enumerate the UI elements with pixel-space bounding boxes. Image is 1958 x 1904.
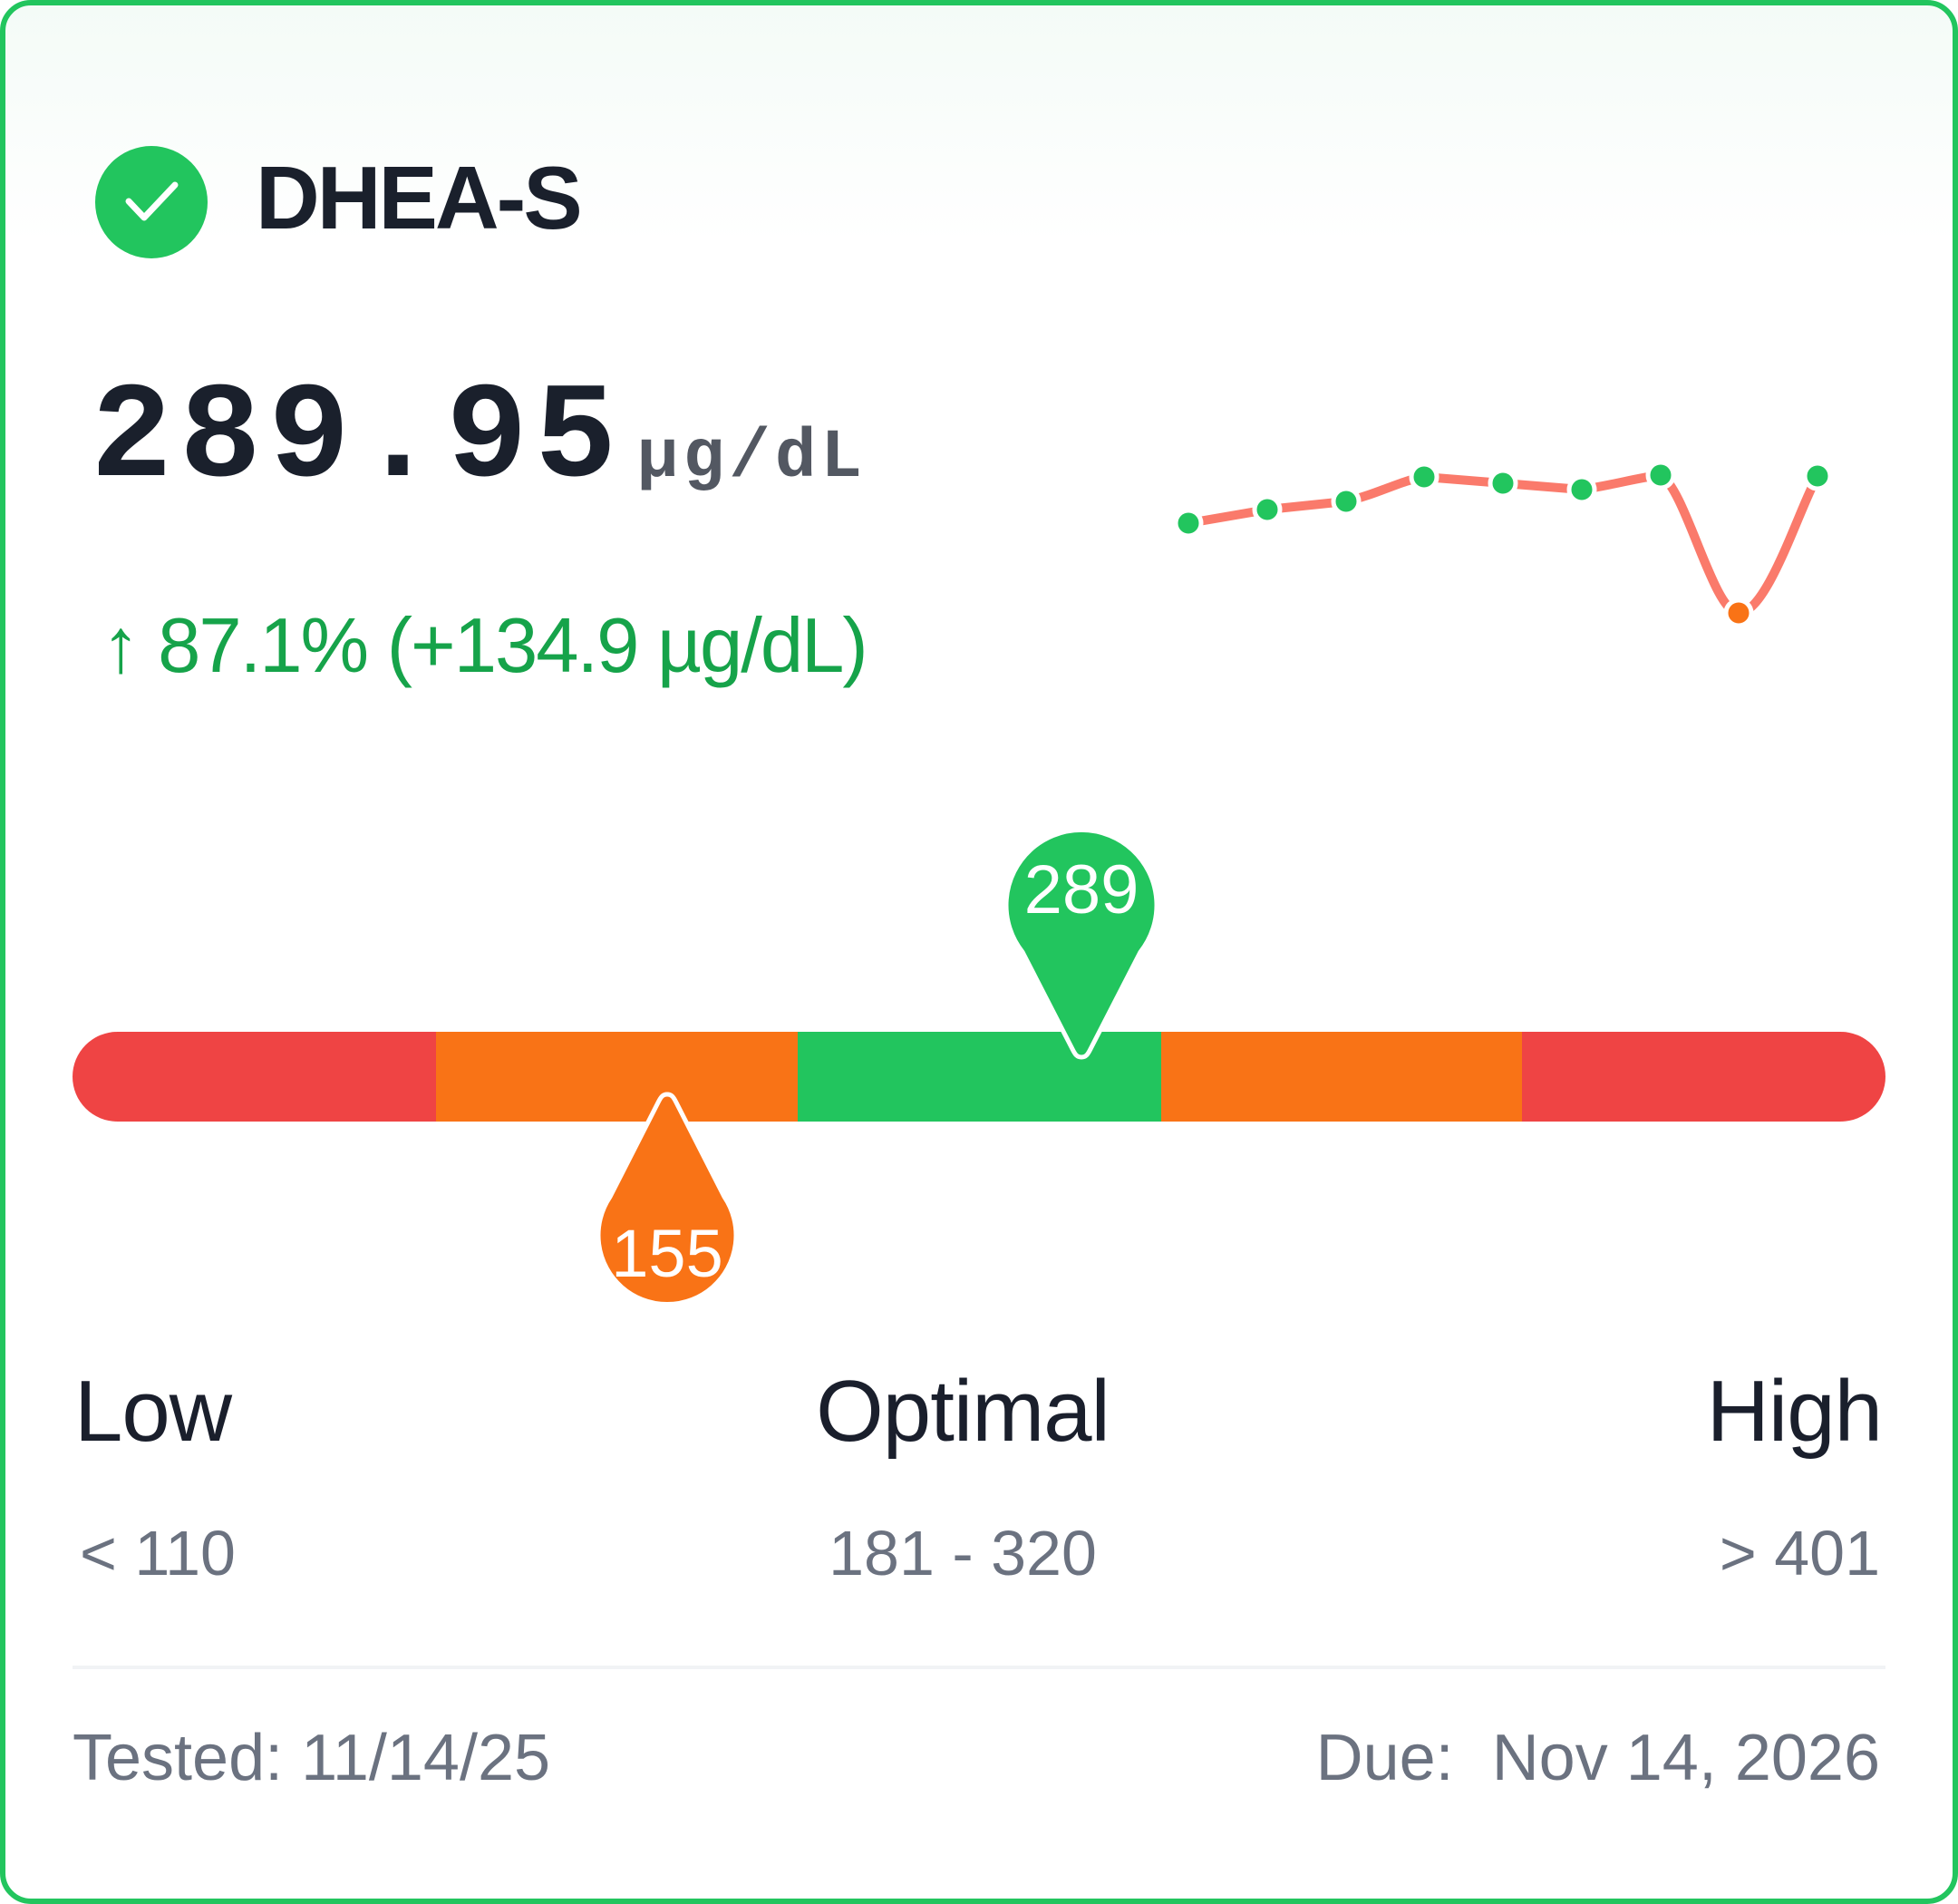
sparkline-point[interactable] <box>1409 461 1439 492</box>
trend-sparkline[interactable] <box>0 0 1958 1862</box>
range-bar: 155 289 <box>73 827 1885 1307</box>
range-value-low: < 110 <box>80 1518 236 1588</box>
due-value: Nov 14, 2026 <box>1491 1722 1880 1794</box>
divider <box>73 1666 1885 1669</box>
previous-value-label: 155 <box>611 1216 722 1291</box>
range-label-low: Low <box>74 1363 232 1460</box>
range-label-high: High <box>1706 1363 1883 1460</box>
range-label-optimal: Optimal <box>816 1363 1110 1460</box>
sparkline-point[interactable] <box>1802 461 1833 491</box>
previous-value-marker[interactable]: 155 <box>596 1092 739 1307</box>
range-segment-below-optimal <box>436 1032 798 1122</box>
sparkline-point[interactable] <box>1645 460 1676 491</box>
due-label: Due: <box>1315 1722 1454 1794</box>
sparkline-point[interactable] <box>1252 494 1283 525</box>
sparkline-point-low[interactable] <box>1723 597 1754 628</box>
sparkline-point[interactable] <box>1331 486 1362 517</box>
range-segment-above-optimal <box>1161 1032 1522 1122</box>
sparkline-point[interactable] <box>1173 508 1204 539</box>
check-circle-icon <box>95 146 208 258</box>
due-date: Due: Nov 14, 2026 <box>1316 1717 1880 1799</box>
biomarker-value: 289.95 <box>91 363 625 517</box>
sparkline-point[interactable] <box>1488 468 1518 499</box>
range-segment-high <box>1522 1032 1885 1122</box>
change-indicator: ↑ 87.1% (+134.9 µg/dL) <box>102 603 868 689</box>
current-value-label: 289 <box>1024 851 1139 928</box>
biomarker-unit: µg/dL <box>637 419 868 497</box>
tested-date: Tested: 11/14/25 <box>73 1722 551 1794</box>
range-segment-optimal <box>798 1032 1161 1122</box>
range-value-optimal: 181 - 320 <box>829 1518 1097 1588</box>
range-value-high: > 401 <box>1719 1518 1880 1588</box>
sparkline-point[interactable] <box>1566 474 1597 505</box>
current-value-marker[interactable]: 289 <box>1003 827 1159 1060</box>
biomarker-title: DHEA-S <box>256 148 583 248</box>
range-segment-low <box>73 1032 436 1122</box>
